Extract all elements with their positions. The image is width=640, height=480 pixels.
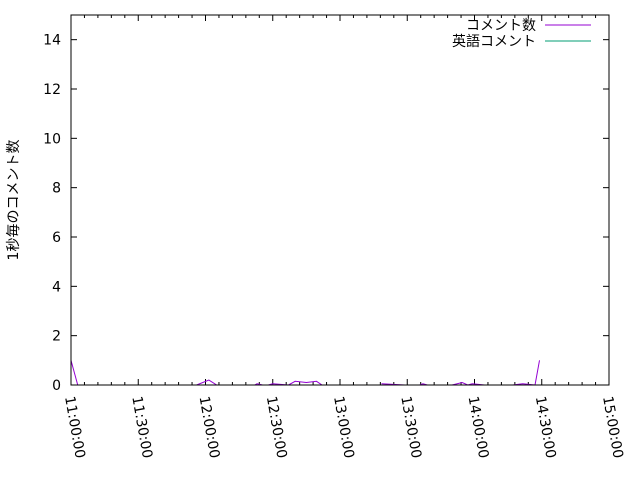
- x-tick-label: 14:30:00: [532, 395, 559, 460]
- y-tick-label: 2: [52, 329, 61, 345]
- y-tick-label: 0: [52, 378, 61, 394]
- series-line-0: [512, 360, 541, 386]
- x-tick-label: 11:30:00: [128, 395, 155, 460]
- series-layer: [70, 360, 541, 386]
- y-tick-label: 14: [43, 33, 61, 49]
- x-axis: 11:00:00 11:30:00 12:00:00 12:30:00 13:00:00…: [61, 15, 626, 460]
- y-axis-label: 1秒毎のコメント数: [6, 140, 22, 261]
- y-tick-label: 6: [52, 230, 61, 246]
- y-tick-label: 8: [52, 181, 61, 197]
- series-line-0: [70, 360, 79, 386]
- x-tick-label: 15:00:00: [599, 395, 626, 460]
- x-tick-label: 12:30:00: [263, 395, 290, 460]
- x-tick-label: 13:30:00: [397, 395, 424, 460]
- x-tick-label: 12:00:00: [196, 395, 223, 460]
- legend-label-1: 英語コメント: [452, 33, 536, 50]
- y-tick-label: 10: [43, 131, 61, 147]
- x-tick-label: 13:00:00: [330, 395, 357, 460]
- y-axis: 0 2 4 6 8 10 12 14: [43, 33, 609, 394]
- x-tick-label: 11:00:00: [61, 395, 88, 460]
- legend-label-0: コメント数: [466, 18, 536, 34]
- legend: コメント数 英語コメント: [452, 18, 591, 50]
- y-tick-label: 12: [43, 82, 61, 98]
- plot-border: [70, 14, 610, 386]
- y-tick-label: 4: [52, 279, 61, 295]
- series-line-0: [196, 379, 263, 386]
- x-tick-label: 14:00:00: [465, 395, 492, 460]
